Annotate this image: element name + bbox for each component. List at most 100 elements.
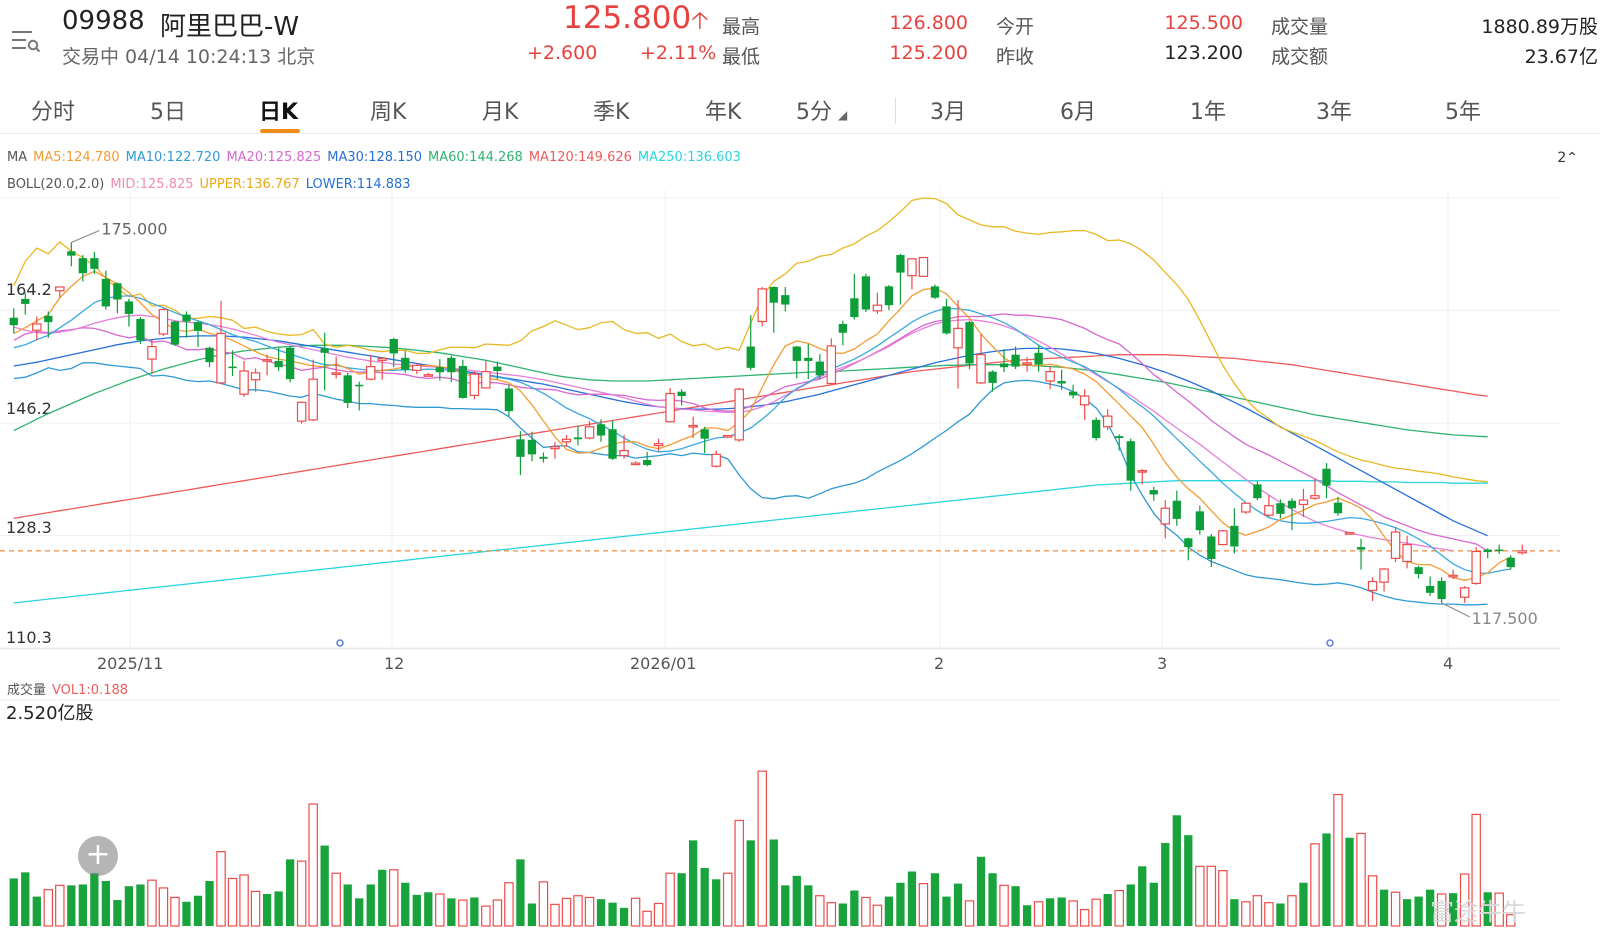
tab-6month[interactable]: 6月	[1060, 100, 1096, 125]
ma10-line	[13, 295, 1511, 575]
event-marker-icon	[1326, 639, 1334, 647]
volume-bar	[274, 891, 283, 926]
volume-bar	[401, 882, 410, 926]
y-tick-label: 110.3	[6, 628, 52, 647]
candle-body	[930, 286, 940, 298]
candle-body	[804, 357, 813, 361]
volume-bar	[424, 892, 433, 926]
candle-body	[481, 371, 491, 389]
volume-bar	[205, 881, 214, 926]
candle-body	[435, 367, 444, 373]
candle-body	[193, 322, 203, 331]
candle-body	[561, 438, 572, 443]
volume-bar	[492, 899, 503, 927]
volume-bar	[712, 879, 721, 926]
volume-bar	[999, 884, 1009, 927]
tab-intraday[interactable]: 分时	[31, 100, 76, 125]
candle-body	[516, 439, 525, 457]
candle-body	[331, 372, 341, 375]
stock-code: 09988	[62, 6, 145, 36]
indicator-collapse-toggle[interactable]: 2⌃	[1557, 150, 1578, 166]
tab-3year[interactable]: 3年	[1316, 100, 1352, 125]
candle-body	[550, 446, 560, 450]
volume-bar	[527, 903, 537, 926]
volume-bar	[561, 897, 572, 927]
tab-5day[interactable]: 5日	[150, 100, 186, 125]
candle-body	[1102, 415, 1113, 428]
volume-bar	[216, 851, 226, 927]
ma-legend: MA MA5:124.780 MA10:122.720 MA20:125.825 MA3…	[7, 150, 747, 165]
tab-3month[interactable]: 3月	[930, 100, 966, 125]
volume-bar	[1356, 832, 1366, 927]
x-tick-label: 2026/01	[630, 654, 696, 673]
candle-body	[1045, 371, 1055, 382]
high-label: 最高	[722, 16, 761, 38]
volume-bar	[734, 819, 744, 927]
volume-bar	[320, 845, 329, 926]
volume-bar	[227, 877, 238, 927]
candle-body	[158, 308, 169, 335]
candle-body	[1483, 549, 1492, 553]
event-marker-icon	[336, 639, 344, 647]
candle-body	[32, 323, 42, 331]
tab-daily-k[interactable]: 日K	[259, 100, 299, 125]
high-annotation-line	[71, 230, 100, 243]
volume-bar	[113, 900, 122, 926]
x-tick-label: 3	[1157, 654, 1167, 673]
ma-legend-item-0: MA5:124.780	[33, 150, 120, 165]
candle-body	[343, 375, 352, 403]
volume-bar	[850, 890, 859, 926]
volume-bar	[896, 882, 905, 926]
candle-body	[355, 384, 364, 387]
volume-bar	[1045, 898, 1055, 926]
tab-5min[interactable]: 5分 ◢	[796, 94, 847, 126]
volume-bar	[239, 874, 249, 927]
add-indicator-button[interactable]: +	[78, 836, 118, 876]
volume-bar	[1287, 895, 1297, 927]
volume-bar	[366, 884, 375, 926]
x-tick-label: 2025/11	[97, 654, 163, 673]
price-change: +2.600	[527, 42, 598, 64]
candle-body	[90, 258, 99, 269]
volume-bar	[481, 905, 491, 927]
volume-bar	[1057, 897, 1066, 926]
volume-max-label: 2.520亿股	[6, 703, 94, 724]
volume-bar	[1149, 882, 1158, 926]
candle-body	[9, 317, 18, 326]
tab-weekly-k[interactable]: 周K	[370, 100, 407, 125]
tab-yearly-k[interactable]: 年K	[705, 100, 742, 125]
candle-body	[1126, 441, 1135, 481]
price-change-pct: +2.11%	[640, 42, 717, 64]
boll-legend: BOLL(20.0,2.0) MID:125.825 UPPER:136.767 LO…	[7, 177, 417, 192]
candle-body	[653, 443, 664, 447]
quote-header: 09988 阿里巴巴-W 交易中 04/14 10:24:13 北京 125.8…	[0, 0, 1600, 80]
boll_lower-line	[13, 362, 1488, 606]
volume-bar	[826, 902, 837, 927]
candle-body	[296, 401, 307, 422]
tab-monthly-k[interactable]: 月K	[482, 100, 519, 125]
tab-quarterly-k[interactable]: 季K	[593, 100, 630, 125]
volume-bar	[573, 895, 583, 927]
tab-5year[interactable]: 5年	[1445, 100, 1481, 125]
volume-bar	[538, 881, 549, 927]
volume-bar	[170, 896, 180, 927]
candle-body	[1414, 567, 1423, 575]
tab-1year[interactable]: 1年	[1190, 100, 1226, 125]
ma120-line	[13, 354, 1488, 519]
volume-bar	[1310, 843, 1320, 927]
volume-bar	[942, 896, 951, 926]
candle-body	[1137, 470, 1147, 473]
volume-bar	[1322, 833, 1331, 926]
candle-body	[377, 357, 387, 361]
candle-body	[365, 365, 376, 380]
tab-5min-label: 5分	[796, 100, 832, 125]
candle-body	[734, 388, 744, 441]
volume-label: 成交量	[1271, 16, 1329, 38]
current-price: 125.800🡡	[563, 0, 708, 44]
menu-icon[interactable]	[10, 28, 42, 54]
volume-bar	[1367, 875, 1378, 927]
candle-body	[389, 339, 398, 354]
volume-bar	[1276, 903, 1285, 926]
active-tab-indicator	[260, 129, 300, 133]
